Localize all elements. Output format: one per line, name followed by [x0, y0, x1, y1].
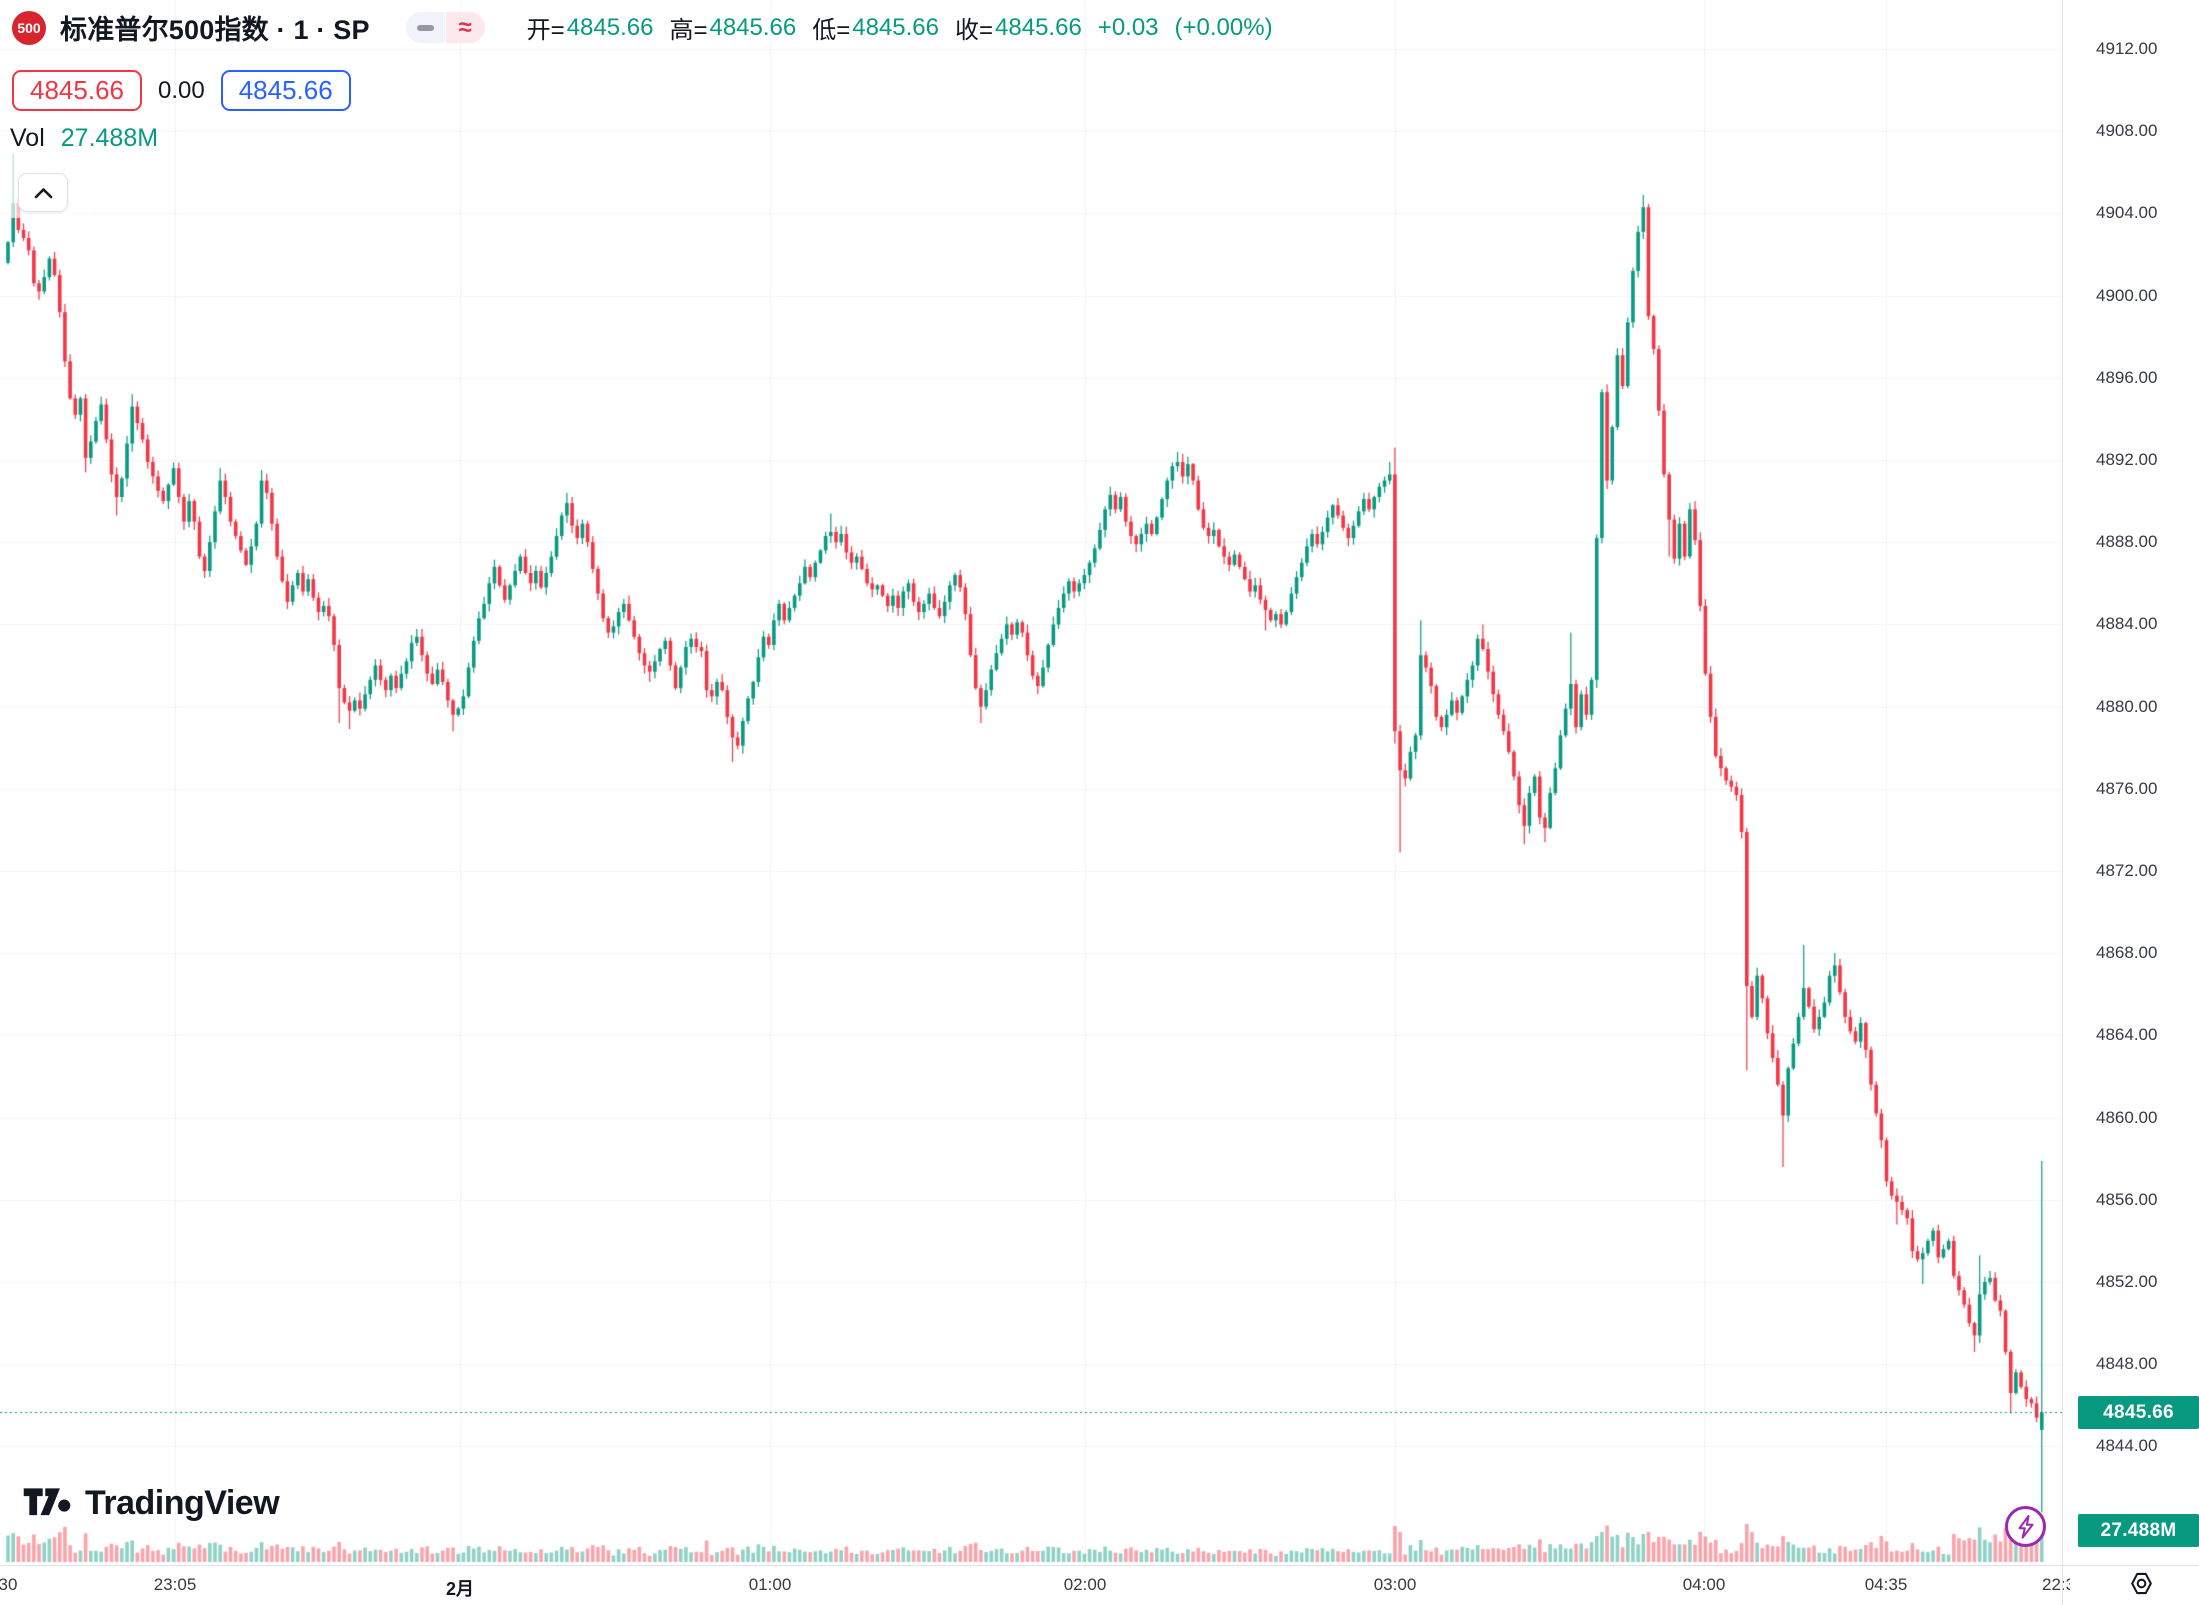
price-tick-label: 4884.00	[2096, 614, 2158, 634]
low-label: 低=	[812, 17, 851, 44]
price-tick-label: 4912.00	[2096, 39, 2158, 58]
price-tick-label: 4900.00	[2096, 285, 2158, 305]
time-ticks: 30 23:05 2月 01:00 02:00 03:00 04:00 04:35 22:3	[0, 1566, 2070, 1605]
collapse-legend-button[interactable]	[18, 173, 68, 212]
price-tick-label: 4908.00	[2096, 121, 2158, 141]
volume-row: Vol 27.488M	[10, 124, 158, 153]
open-label: 开=	[526, 17, 565, 44]
symbol-row: 500 标准普尔500指数 · 1 · SP ≈ 开= 4845.66 高= 484…	[12, 8, 1273, 47]
tradingview-logo[interactable]: TradingView	[22, 1482, 280, 1524]
time-tick-label: 01:00	[748, 1575, 792, 1594]
tradingview-logo-text: TradingView	[85, 1483, 280, 1522]
price-tick-label: 4872.00	[2096, 861, 2158, 880]
price-tick-label: 4904.00	[2096, 203, 2158, 223]
change-percent: (+0.00%)	[1174, 13, 1273, 41]
spread-value: 0.00	[157, 76, 205, 104]
time-axis[interactable]: 30 23:05 2月 01:00 02:00 03:00 04:00 04:35 22:3	[0, 1566, 2199, 1605]
time-tick-label: 30	[0, 1575, 18, 1594]
sell-button[interactable]: 4845.66	[12, 70, 142, 111]
low-value: 4845.66	[852, 13, 940, 41]
close-value: 4845.66	[995, 13, 1082, 41]
high-label: 高=	[669, 17, 708, 44]
time-tick-label: 04:00	[1682, 1575, 1726, 1594]
instant-trading-button[interactable]	[2005, 1506, 2046, 1547]
tradingview-logo-icon	[23, 1488, 71, 1516]
last-price-badge: 4845.66	[2078, 1396, 2199, 1429]
time-tick-label: 04:35	[1864, 1575, 1908, 1594]
dash-icon	[416, 24, 434, 31]
settings-icon	[2130, 1572, 2152, 1594]
price-axis[interactable]: 4912.00 4908.00 4904.00 4900.00 4896.00 4892.…	[2063, 0, 2199, 1565]
ohlc-readout: 开= 4845.66 高= 4845.66 低= 4845.66 收= 4845.66 …	[527, 10, 1273, 45]
chevron-up-icon	[34, 187, 52, 198]
price-tick-label: 4880.00	[2096, 696, 2158, 716]
price-tick-label: 4860.00	[2096, 1107, 2158, 1127]
symbol-logo: 500	[12, 10, 46, 45]
volume-badge: 27.488M	[2078, 1514, 2199, 1547]
bid-ask-row: 4845.66 0.00 4845.66	[12, 70, 351, 111]
time-tick-label: 23:05	[153, 1575, 197, 1594]
price-tick-label: 4844.00	[2096, 1436, 2158, 1456]
high-value: 4845.66	[709, 13, 797, 41]
close-label: 收=	[955, 17, 994, 44]
price-tick-label: 4892.00	[2096, 450, 2158, 469]
time-tick-label: 2月	[445, 1579, 475, 1599]
price-tick-label: 4888.00	[2096, 532, 2158, 552]
price-tick-label: 4864.00	[2096, 1025, 2158, 1045]
hide-indicator-button[interactable]	[405, 12, 445, 43]
indicator-toggle-pill: ≈	[405, 12, 485, 43]
open-value: 4845.66	[566, 13, 654, 41]
lightning-icon	[2018, 1514, 2033, 1539]
price-tick-label: 4852.00	[2096, 1272, 2158, 1291]
price-tick-label: 4856.00	[2096, 1189, 2158, 1209]
approx-icon: ≈	[458, 13, 472, 41]
price-tick-label: 4876.00	[2096, 778, 2158, 798]
timezone-settings-button[interactable]	[2126, 1568, 2156, 1598]
time-axis-border	[0, 1565, 2199, 1566]
symbol-title[interactable]: 标准普尔500指数 · 1 · SP	[60, 15, 370, 45]
time-tick-label: 22:3	[2042, 1575, 2070, 1594]
buy-button[interactable]: 4845.66	[220, 70, 351, 111]
volume-label: Vol	[10, 124, 45, 152]
price-tick-label: 4848.00	[2096, 1354, 2158, 1374]
volume-value: 27.488M	[60, 124, 159, 152]
price-tick-label: 4868.00	[2096, 943, 2158, 963]
change-value: +0.03	[1097, 13, 1159, 41]
price-axis-border	[2062, 0, 2063, 1605]
time-tick-label: 02:00	[1063, 1575, 1107, 1594]
price-tick-label: 4896.00	[2096, 367, 2158, 387]
approx-indicator-button[interactable]: ≈	[445, 12, 485, 43]
time-tick-label: 03:00	[1373, 1575, 1417, 1594]
